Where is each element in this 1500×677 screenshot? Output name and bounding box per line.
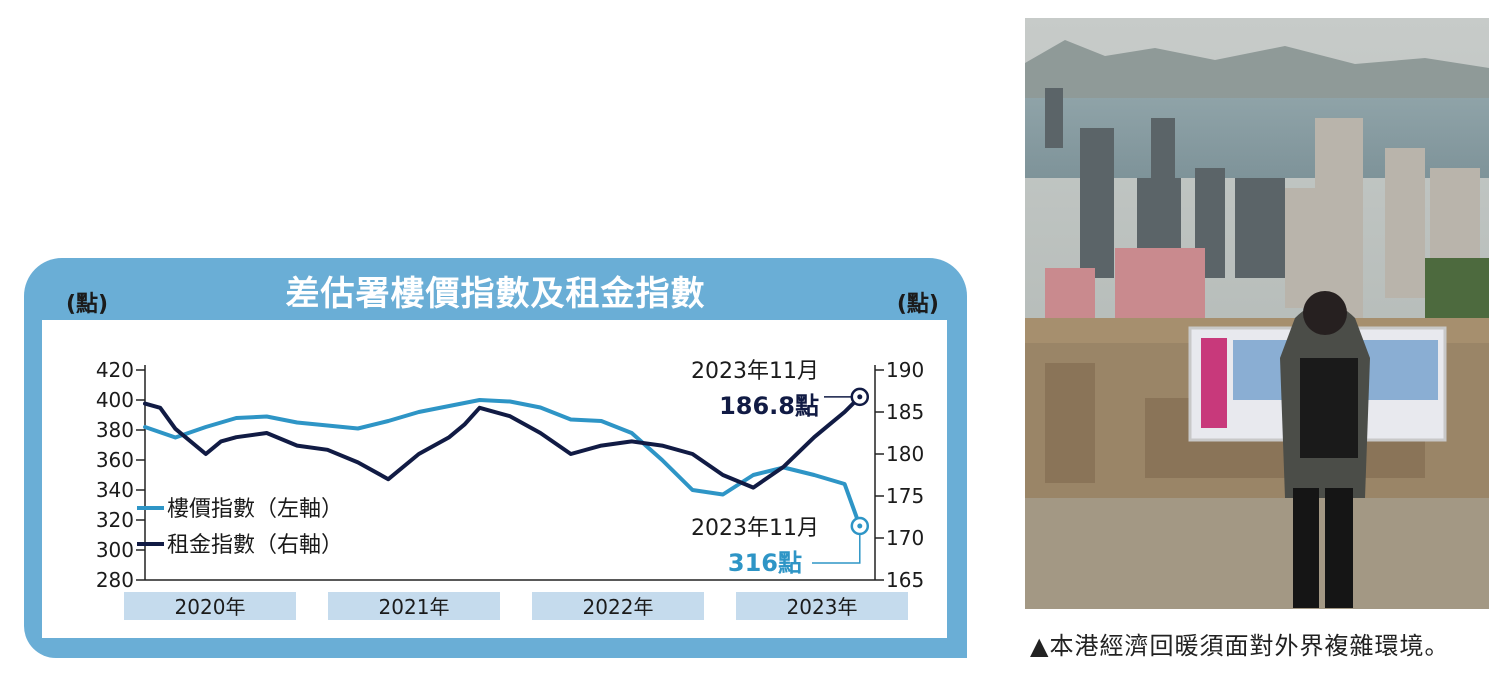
year-band [328,592,500,620]
right-tick-label: 175 [886,484,924,508]
left-tick-label: 280 [96,568,134,592]
rent-annotation-date: 2023年11月 [691,359,819,384]
chart-panel: 差估署樓價指數及租金指數 (點) (點) 420 400 380 360 340 320 3… [24,258,967,658]
right-axis-unit: (點) [896,292,939,317]
year-label: 2023年 [787,595,858,619]
year-label: 2022年 [583,595,654,619]
rent-index-line [143,394,862,490]
chart-title: 差估署樓價指數及租金指數 [285,274,706,314]
right-tick-label: 170 [886,526,924,550]
legend-price-label: 樓價指數（左軸） [167,497,343,522]
left-tick-label: 300 [96,538,134,562]
price-annotation-leader [812,534,861,564]
hong-kong-peak-photo [1025,18,1489,609]
left-tick-label: 340 [96,478,134,502]
left-tick-label: 320 [96,508,134,532]
left-tick-label: 400 [96,388,134,412]
right-tick-label: 165 [886,568,924,592]
legend-rent-label: 租金指數（右軸） [167,533,343,558]
year-band [124,592,296,620]
left-tick-label: 360 [96,448,134,472]
plot-frame: 420 400 380 360 340 320 300 280 190 185 180 175 170 1… [42,320,947,638]
price-annotation-date: 2023年11月 [691,516,819,541]
year-label: 2020年 [175,595,246,619]
rent-annotation-value: 186.8點 [719,392,819,420]
year-label: 2021年 [379,595,450,619]
left-tick-label: 380 [96,418,134,442]
right-tick-label: 180 [886,442,924,466]
year-band [736,592,908,620]
photo-caption: ▲本港經濟回暖須面對外界複雜環境。 [1030,632,1450,660]
left-axis-unit: (點) [66,292,109,317]
line-chart: 420 400 380 360 340 320 300 280 190 185 180 175 170 1… [96,358,924,620]
year-band [532,592,704,620]
price-index-line [143,398,862,528]
rent-index-end-dot [857,394,863,400]
price-annotation-value: 316點 [728,549,802,577]
price-index-end-dot [857,523,863,529]
right-tick-label: 185 [886,400,924,424]
left-tick-label: 420 [96,358,134,382]
right-tick-label: 190 [886,358,924,382]
